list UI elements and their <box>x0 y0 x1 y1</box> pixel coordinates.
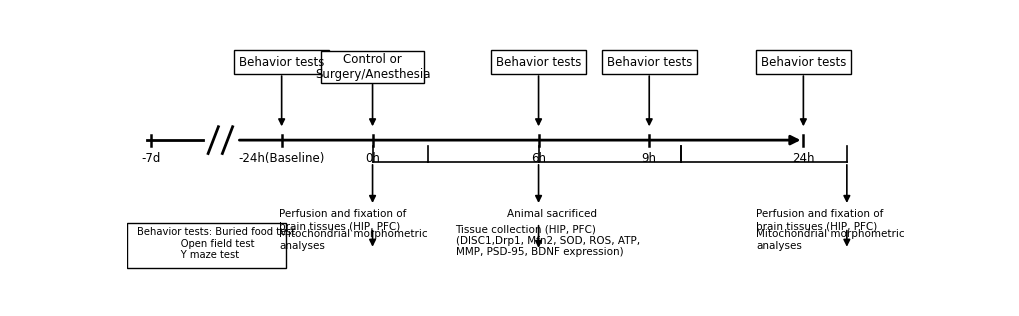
Text: 24h: 24h <box>792 152 814 165</box>
Text: -7d: -7d <box>142 152 161 165</box>
FancyBboxPatch shape <box>234 50 329 75</box>
Text: Mitochondrial morphometric
analyses: Mitochondrial morphometric analyses <box>279 229 428 251</box>
Text: Control or
Surgery/Anesthesia: Control or Surgery/Anesthesia <box>315 53 430 81</box>
Text: Mitochondrial morphometric
analyses: Mitochondrial morphometric analyses <box>755 229 904 251</box>
FancyBboxPatch shape <box>491 50 586 75</box>
FancyBboxPatch shape <box>321 51 424 83</box>
Text: 6h: 6h <box>531 152 545 165</box>
FancyBboxPatch shape <box>127 223 285 268</box>
Text: Animal sacrificed: Animal sacrificed <box>506 210 596 219</box>
Text: Behavior tests: Behavior tests <box>760 56 845 69</box>
Text: Tissue collection (HIP, PFC)
(DISC1,Drp1, Mfn2, SOD, ROS, ATP,
MMP, PSD-95, BDNF: Tissue collection (HIP, PFC) (DISC1,Drp1… <box>455 224 639 257</box>
Text: Behavior tests: Buried food test
              Open field test
              Y m: Behavior tests: Buried food test Open fi… <box>137 227 296 260</box>
Text: Behavior tests: Behavior tests <box>238 56 324 69</box>
Text: Behavior tests: Behavior tests <box>495 56 581 69</box>
FancyBboxPatch shape <box>755 50 850 75</box>
Text: Behavior tests: Behavior tests <box>606 56 691 69</box>
Text: Perfusion and fixation of
brain tissues (HIP, PFC): Perfusion and fixation of brain tissues … <box>755 210 882 231</box>
Text: 9h: 9h <box>641 152 656 165</box>
FancyBboxPatch shape <box>601 50 696 75</box>
Text: -24h(Baseline): -24h(Baseline) <box>238 152 324 165</box>
Text: Perfusion and fixation of
brain tissues (HIP, PFC): Perfusion and fixation of brain tissues … <box>279 210 407 231</box>
Text: 0h: 0h <box>365 152 380 165</box>
